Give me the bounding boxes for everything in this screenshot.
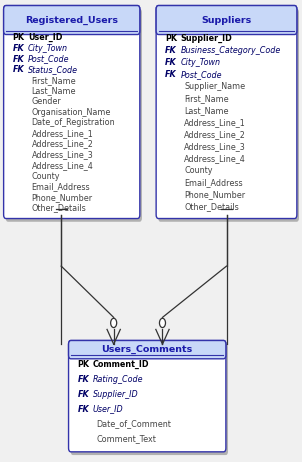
FancyBboxPatch shape bbox=[4, 6, 140, 219]
Text: Supplier_ID: Supplier_ID bbox=[180, 34, 232, 43]
Text: Comment_Text: Comment_Text bbox=[97, 434, 156, 443]
Text: FK: FK bbox=[165, 58, 177, 67]
Text: FK: FK bbox=[78, 375, 89, 384]
Text: Last_Name: Last_Name bbox=[184, 106, 229, 116]
Text: Address_Line_2: Address_Line_2 bbox=[32, 140, 94, 149]
Text: Email_Address: Email_Address bbox=[32, 182, 90, 191]
Text: Phone_Number: Phone_Number bbox=[32, 193, 93, 202]
FancyBboxPatch shape bbox=[71, 344, 228, 455]
Text: Supplier_ID: Supplier_ID bbox=[93, 390, 138, 399]
Text: County: County bbox=[32, 171, 60, 181]
Text: Address_Line_3: Address_Line_3 bbox=[32, 150, 93, 159]
FancyBboxPatch shape bbox=[69, 340, 226, 452]
FancyBboxPatch shape bbox=[69, 340, 226, 359]
Text: Rating_Code: Rating_Code bbox=[93, 375, 143, 384]
Text: City_Town: City_Town bbox=[28, 44, 68, 53]
Text: First_Name: First_Name bbox=[32, 76, 76, 85]
Text: PK: PK bbox=[13, 33, 25, 42]
Text: Registered_Users: Registered_Users bbox=[25, 15, 118, 24]
FancyBboxPatch shape bbox=[156, 6, 297, 219]
Text: FK: FK bbox=[13, 65, 24, 74]
Text: First_Name: First_Name bbox=[184, 94, 229, 103]
Text: FK: FK bbox=[78, 390, 89, 399]
Text: Address_Line_1: Address_Line_1 bbox=[184, 118, 246, 128]
Text: Other_Details: Other_Details bbox=[184, 202, 239, 212]
FancyBboxPatch shape bbox=[4, 6, 140, 35]
Text: Status_Code: Status_Code bbox=[28, 65, 78, 74]
Text: PK: PK bbox=[78, 360, 90, 369]
Text: Suppliers: Suppliers bbox=[201, 16, 252, 24]
Text: Phone_Number: Phone_Number bbox=[184, 190, 245, 200]
Text: Address_Line_2: Address_Line_2 bbox=[184, 130, 246, 140]
Text: Post_Code: Post_Code bbox=[28, 55, 69, 63]
Text: Users_Comments: Users_Comments bbox=[101, 345, 193, 354]
Text: FK: FK bbox=[13, 55, 24, 63]
Text: Email_Address: Email_Address bbox=[184, 178, 243, 188]
Text: Last_Name: Last_Name bbox=[32, 86, 76, 96]
Circle shape bbox=[111, 318, 117, 328]
Text: Gender: Gender bbox=[32, 97, 62, 106]
Text: Date_of_Comment: Date_of_Comment bbox=[97, 419, 172, 428]
Text: FK: FK bbox=[78, 405, 89, 413]
Text: Address_Line_3: Address_Line_3 bbox=[184, 142, 246, 152]
Text: Date_of_Registration: Date_of_Registration bbox=[32, 118, 115, 128]
Text: User_ID: User_ID bbox=[93, 405, 123, 413]
Text: Comment_ID: Comment_ID bbox=[93, 360, 149, 369]
Text: Address_Line_4: Address_Line_4 bbox=[184, 154, 246, 164]
Text: Business_Category_Code: Business_Category_Code bbox=[180, 46, 281, 55]
FancyBboxPatch shape bbox=[158, 9, 299, 222]
FancyBboxPatch shape bbox=[156, 6, 297, 35]
FancyBboxPatch shape bbox=[6, 9, 142, 222]
Text: PK: PK bbox=[165, 34, 177, 43]
Text: City_Town: City_Town bbox=[180, 58, 220, 67]
Text: FK: FK bbox=[165, 46, 177, 55]
Text: Other_Details: Other_Details bbox=[32, 203, 86, 213]
Text: FK: FK bbox=[13, 44, 24, 53]
Text: User_ID: User_ID bbox=[28, 33, 62, 43]
Text: Post_Code: Post_Code bbox=[180, 70, 222, 79]
Circle shape bbox=[159, 318, 165, 328]
Text: County: County bbox=[184, 166, 213, 176]
Text: Address_Line_1: Address_Line_1 bbox=[32, 129, 93, 138]
Text: Address_Line_4: Address_Line_4 bbox=[32, 161, 93, 170]
Text: FK: FK bbox=[165, 70, 177, 79]
Text: Supplier_Name: Supplier_Name bbox=[184, 82, 245, 91]
Text: Organisation_Name: Organisation_Name bbox=[32, 108, 111, 117]
